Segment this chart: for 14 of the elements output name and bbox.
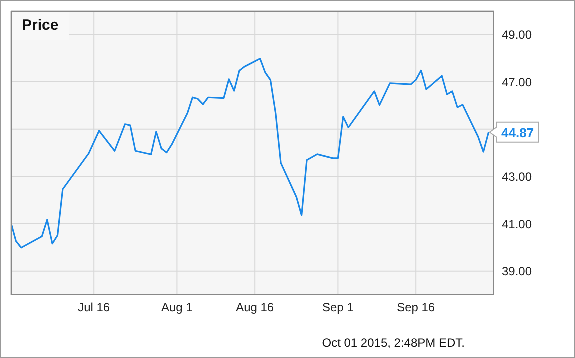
y-tick-label: 43.00 xyxy=(502,170,532,184)
line-series xyxy=(11,58,490,249)
y-tick-label: 39.00 xyxy=(502,264,532,279)
x-tick-label: Aug 16 xyxy=(236,300,274,315)
y-tick-label: 47.00 xyxy=(502,75,532,90)
x-tick-label: Sep 16 xyxy=(397,300,436,315)
x-tick-label: Aug 1 xyxy=(162,300,194,315)
chart-title: Price xyxy=(12,12,69,40)
y-tick-label: 49.00 xyxy=(502,28,532,42)
y-tick-label: 41.00 xyxy=(502,217,532,232)
x-tick-label: Sep 1 xyxy=(322,300,354,315)
x-tick-label: Jul 16 xyxy=(78,300,110,315)
data-label: 44.87 xyxy=(502,125,534,140)
text: Oct 01 2015, 2:48PM EDT. xyxy=(322,336,465,350)
